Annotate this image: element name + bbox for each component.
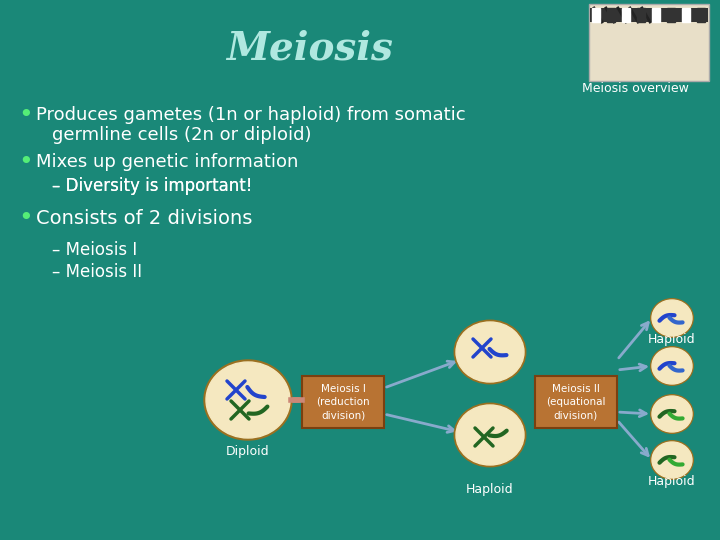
FancyBboxPatch shape [535,376,617,428]
Polygon shape [652,8,660,22]
Text: Haploid: Haploid [466,483,514,496]
Polygon shape [697,8,705,22]
FancyBboxPatch shape [589,4,709,81]
Ellipse shape [652,442,692,478]
Polygon shape [592,8,600,22]
Ellipse shape [651,347,693,385]
FancyBboxPatch shape [590,8,708,22]
Ellipse shape [651,299,693,338]
Ellipse shape [651,441,693,480]
Text: Meiosis I
(reduction
division): Meiosis I (reduction division) [316,384,370,420]
Text: •: • [18,150,32,174]
Ellipse shape [454,320,526,384]
Ellipse shape [652,348,692,384]
Ellipse shape [456,322,524,382]
Polygon shape [607,8,615,22]
Text: Meiosis: Meiosis [227,29,393,67]
Text: – Diversity is important!: – Diversity is important! [52,177,253,195]
Polygon shape [637,8,645,22]
Ellipse shape [206,362,290,438]
Text: – Diversity is important!: – Diversity is important! [52,177,253,195]
Polygon shape [667,8,675,22]
Ellipse shape [456,405,524,465]
Polygon shape [622,8,630,22]
Text: Consists of 2 divisions: Consists of 2 divisions [36,208,253,227]
Ellipse shape [651,395,693,433]
Ellipse shape [652,300,692,336]
Text: germline cells (2n or diploid): germline cells (2n or diploid) [52,126,312,144]
Text: – Meiosis I: – Meiosis I [52,241,138,259]
Ellipse shape [454,403,526,467]
Text: Diploid: Diploid [226,446,270,458]
Text: Meiosis overview: Meiosis overview [582,82,688,94]
Text: •: • [18,103,32,127]
Text: Produces gametes (1n or haploid) from somatic: Produces gametes (1n or haploid) from so… [36,106,466,124]
Polygon shape [682,8,690,22]
Text: – Meiosis II: – Meiosis II [52,263,142,281]
Ellipse shape [204,360,292,440]
Text: •: • [18,206,32,230]
FancyBboxPatch shape [302,376,384,428]
Text: Haploid: Haploid [648,476,696,489]
Text: Meiosis II
(equational
division): Meiosis II (equational division) [546,384,606,420]
Text: Haploid: Haploid [648,334,696,347]
Text: Mixes up genetic information: Mixes up genetic information [36,153,298,171]
Ellipse shape [652,396,692,432]
